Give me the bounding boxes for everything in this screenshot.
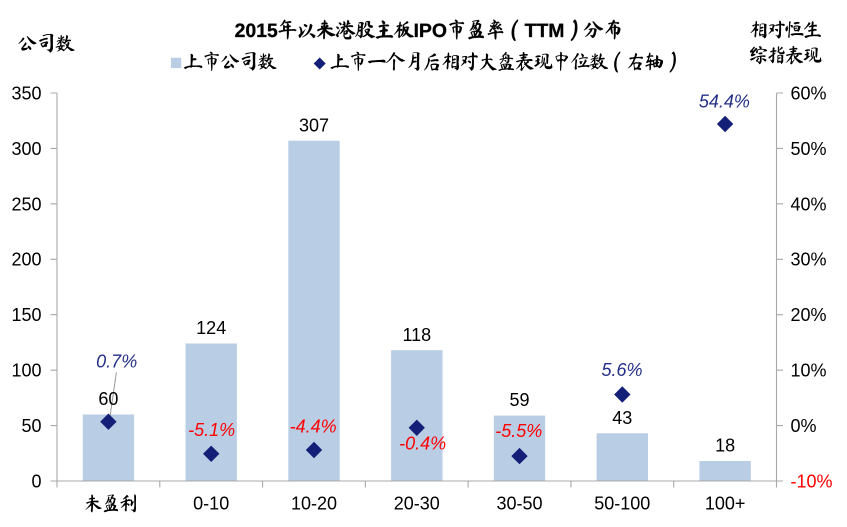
svg-text:50%: 50%: [791, 139, 827, 159]
svg-text:50-100: 50-100: [594, 494, 650, 514]
svg-text:100: 100: [11, 361, 41, 381]
svg-text:300: 300: [11, 139, 41, 159]
svg-text:-5.5%: -5.5%: [495, 421, 542, 441]
svg-text:307: 307: [299, 115, 329, 135]
svg-text:200: 200: [11, 250, 41, 270]
svg-text:5.6%: 5.6%: [601, 360, 642, 380]
svg-text:250: 250: [11, 194, 41, 214]
svg-text:54.4%: 54.4%: [699, 92, 750, 112]
svg-text:30-50: 30-50: [496, 494, 542, 514]
svg-text:30%: 30%: [791, 250, 827, 270]
svg-text:350: 350: [11, 83, 41, 103]
svg-text:-5.1%: -5.1%: [188, 420, 235, 440]
svg-text:124: 124: [196, 318, 226, 338]
svg-text:10%: 10%: [791, 361, 827, 381]
svg-text:0%: 0%: [791, 416, 817, 436]
svg-text:-10%: -10%: [791, 471, 833, 491]
svg-text:20%: 20%: [791, 305, 827, 325]
svg-text:-4.4%: -4.4%: [290, 416, 337, 436]
svg-text:43: 43: [612, 408, 632, 428]
svg-text:0: 0: [31, 471, 41, 491]
svg-text:118: 118: [402, 325, 431, 345]
svg-text:59: 59: [509, 390, 529, 410]
svg-text:40%: 40%: [791, 194, 827, 214]
svg-text:-0.4%: -0.4%: [399, 433, 446, 453]
svg-text:18: 18: [715, 436, 735, 456]
svg-text:50: 50: [21, 416, 41, 436]
svg-text:60: 60: [98, 389, 118, 409]
svg-text:20-30: 20-30: [394, 494, 440, 514]
svg-text:60%: 60%: [791, 83, 827, 103]
svg-text:10-20: 10-20: [291, 494, 337, 514]
svg-text:0-10: 0-10: [193, 494, 229, 514]
svg-text:0.7%: 0.7%: [96, 352, 137, 372]
svg-text:150: 150: [11, 305, 41, 325]
svg-text:100+: 100+: [705, 494, 746, 514]
